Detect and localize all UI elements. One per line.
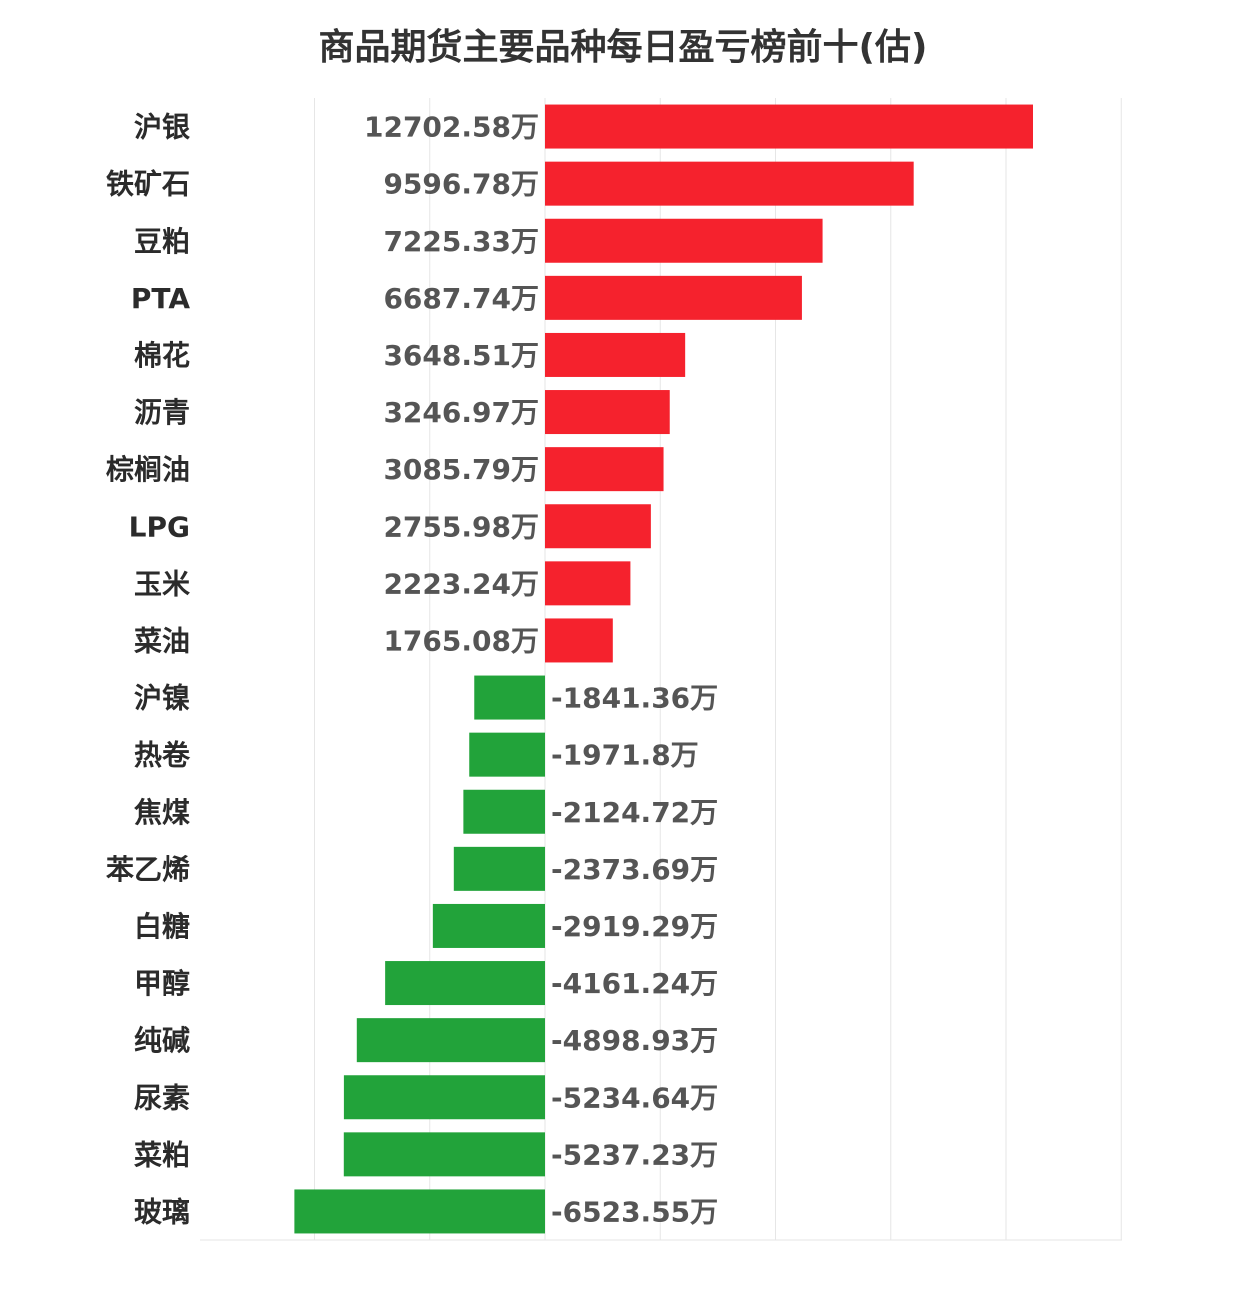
category-label: 棉花: [134, 339, 190, 372]
bar: [294, 1189, 545, 1234]
category-label: LPG: [129, 510, 190, 543]
bar: [545, 561, 631, 606]
value-label: 2755.98万: [383, 510, 539, 543]
value-label: -2919.29万: [551, 910, 718, 943]
category-label: 甲醇: [134, 967, 190, 1000]
category-label: 苯乙烯: [105, 853, 190, 886]
category-label: 玻璃: [134, 1195, 190, 1228]
bar: [545, 104, 1033, 149]
bar: [545, 618, 613, 663]
value-label: 3648.51万: [383, 339, 539, 372]
bar: [545, 390, 670, 435]
value-label: 2223.24万: [383, 567, 539, 600]
value-label: -5234.64万: [551, 1081, 718, 1114]
bar: [385, 961, 545, 1006]
category-label: 豆粕: [134, 225, 190, 258]
bar: [545, 447, 664, 492]
bar: [545, 332, 686, 377]
value-label: 9596.78万: [383, 168, 539, 201]
category-label: PTA: [131, 282, 190, 315]
category-label: 铁矿石: [106, 168, 190, 201]
value-label: -2124.72万: [551, 796, 718, 829]
bar: [463, 789, 545, 834]
value-label: 1765.08万: [383, 624, 539, 657]
category-label: 纯碱: [134, 1024, 190, 1057]
category-label: 菜油: [134, 624, 190, 657]
bar: [432, 903, 545, 948]
category-label: 热卷: [134, 739, 191, 772]
bar: [545, 504, 651, 549]
category-label: 沪银: [134, 111, 191, 144]
bar: [469, 732, 545, 777]
category-label: 玉米: [134, 567, 190, 600]
value-label: 6687.74万: [383, 282, 539, 315]
value-label: 12702.58万: [364, 111, 539, 144]
category-label: 棕榈油: [106, 453, 190, 486]
value-label: 3085.79万: [383, 453, 539, 486]
bar: [453, 846, 545, 891]
category-label: 沥青: [134, 396, 190, 429]
value-label: 7225.33万: [383, 225, 539, 258]
chart-title: 商品期货主要品种每日盈亏榜前十(估): [318, 27, 928, 68]
value-label: -6523.55万: [551, 1195, 718, 1228]
category-label: 菜粕: [134, 1138, 190, 1171]
category-label: 沪镍: [134, 682, 190, 715]
bar: [545, 275, 802, 320]
value-label: -4161.24万: [551, 967, 718, 1000]
bar: [545, 218, 823, 263]
value-label: -2373.69万: [551, 853, 718, 886]
category-label: 焦煤: [134, 796, 190, 829]
category-label: 白糖: [134, 910, 190, 943]
category-label: 尿素: [134, 1081, 190, 1114]
bar: [474, 675, 545, 720]
value-label: 3246.97万: [383, 396, 539, 429]
value-label: -1971.8万: [551, 739, 699, 772]
bar: [356, 1018, 545, 1063]
value-label: -1841.36万: [551, 682, 718, 715]
value-label: -5237.23万: [551, 1138, 718, 1171]
bar: [343, 1075, 545, 1120]
value-label: -4898.93万: [551, 1024, 718, 1057]
bar: [343, 1132, 545, 1177]
bar: [545, 161, 914, 206]
